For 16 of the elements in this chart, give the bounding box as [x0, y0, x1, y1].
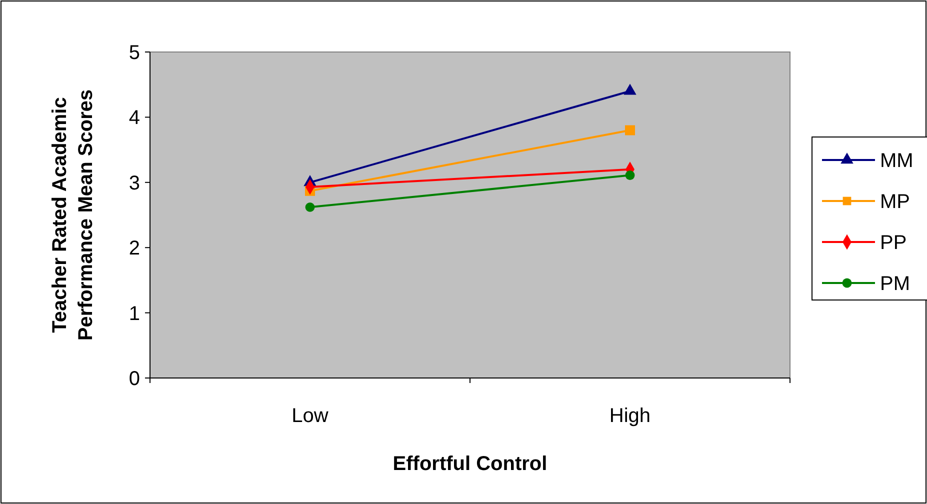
x-tick-label: Low	[292, 405, 329, 427]
y-axis-title: Teacher Rated Academic Performance Mean Scores	[49, 89, 97, 341]
legend-label: PM	[880, 273, 910, 295]
point	[305, 202, 315, 212]
y-tick-label: 5	[128, 42, 140, 64]
y-tick-label: 1	[128, 302, 140, 325]
x-tick-label: High	[609, 405, 651, 427]
y-tick-label: 3	[128, 172, 140, 194]
legend-label: PP	[880, 232, 907, 254]
legend-label: MM	[880, 150, 914, 172]
x-axis-title: Effortful Control	[392, 453, 548, 475]
y-tick-label: 4	[128, 107, 140, 130]
point	[625, 125, 635, 136]
y-tick-label: 0	[128, 368, 140, 390]
y-tick-label: 2	[128, 238, 140, 260]
legend-label: MP	[880, 191, 910, 213]
